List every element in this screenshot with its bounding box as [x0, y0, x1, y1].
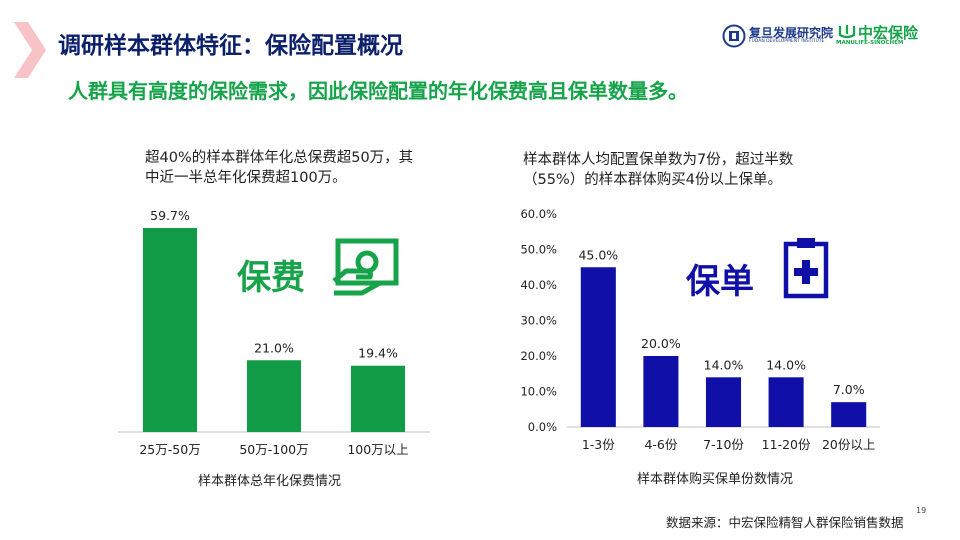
y-tick-label: 40.0%: [520, 278, 557, 292]
mh-logo-en: MANULIFE-SINOCHEM: [836, 40, 904, 46]
y-tick-label: 30.0%: [520, 314, 557, 328]
fudan-emblem-icon: [722, 24, 746, 48]
fudan-logo-en: FUDAN DEVELOPMENT INSTITUTE: [749, 39, 825, 44]
bar: [350, 365, 406, 432]
page-number: 19: [916, 506, 927, 515]
x-tick-label: 4-6份: [644, 437, 677, 452]
y-tick-label: 20.0%: [520, 349, 557, 363]
premium-label: 保费: [237, 258, 305, 298]
y-tick-label: 0.0%: [528, 420, 557, 434]
page-subtitle: 人群具有高度的保险需求，因此保险配置的年化保费高且保单数量多。: [68, 79, 688, 103]
x-tick-label: 20份以上: [822, 437, 875, 452]
fudan-logo: 复旦发展研究院 FUDAN DEVELOPMENT INSTITUTE: [722, 24, 834, 48]
data-label: 59.7%: [150, 208, 190, 223]
clipboard-medical-icon: [783, 238, 829, 299]
bar: [768, 377, 804, 427]
x-tick-label: 100万以上: [347, 442, 408, 457]
data-label: 14.0%: [704, 357, 744, 372]
x-tick-label: 1-3份: [582, 437, 615, 452]
policy-label: 保单: [686, 262, 754, 302]
sprout-logo-icon: [838, 25, 856, 39]
bar: [705, 377, 742, 427]
right-description-line2: （55%）的样本群体购买4份以上保单。: [523, 172, 782, 188]
right-description-line1: 样本群体人均配置保单数为7份，超过半数: [523, 152, 794, 168]
bar: [643, 356, 679, 427]
left-description: 超40%的样本群体年化总保费超50万，其 中近一半总年化保费超100万。: [145, 148, 413, 188]
left-chart-xlabel: 样本群体总年化保费情况: [198, 474, 342, 489]
left-description-line1: 超40%的样本群体年化总保费超50万，其: [145, 150, 414, 166]
data-source: 数据来源：中宏保险精智人群保险销售数据: [666, 515, 904, 530]
data-label: 45.0%: [578, 247, 618, 262]
bar: [142, 228, 198, 432]
right-description: 样本群体人均配置保单数为7份，超过半数 （55%）的样本群体购买4份以上保单。: [523, 150, 793, 190]
data-label: 21.0%: [254, 340, 294, 355]
x-tick-label: 7-10份: [703, 437, 744, 452]
manulife-sinochem-logo: 中宏保险 MANULIFE-SINOCHEM: [836, 22, 936, 48]
x-tick-label: 50万-100万: [239, 442, 308, 457]
right-chart-xlabel: 样本群体购买保单份数情况: [637, 472, 794, 487]
chevron-decoration-icon: [14, 22, 46, 78]
y-tick-label: 60.0%: [520, 207, 557, 221]
data-label: 19.4%: [358, 346, 398, 361]
bar: [580, 267, 616, 427]
mh-logo-name: 中宏保险: [858, 24, 919, 42]
payment-icon: [332, 238, 399, 296]
data-label: 20.0%: [641, 336, 681, 351]
page-title: 调研样本群体特征：保险配置概况: [58, 33, 403, 59]
fudan-logo-name: 复旦发展研究院: [749, 26, 834, 40]
x-tick-label: 11-20份: [762, 437, 811, 452]
left-description-line2: 中近一半总年化保费超100万。: [145, 170, 347, 186]
data-label: 14.0%: [766, 357, 806, 372]
bar: [831, 402, 867, 427]
y-tick-label: 50.0%: [520, 243, 557, 257]
y-tick-label: 10.0%: [520, 385, 557, 399]
bar: [246, 360, 302, 432]
x-tick-label: 25万-50万: [139, 442, 200, 457]
data-label: 7.0%: [833, 382, 865, 397]
